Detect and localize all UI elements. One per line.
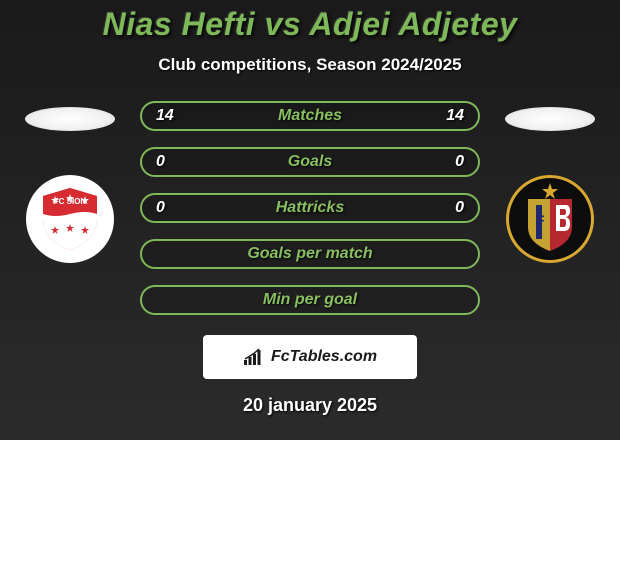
stats-column: 14 Matches 14 0 Goals 0 0 Hattricks 0 Go… (140, 101, 480, 315)
stat-right-value: 14 (436, 107, 464, 125)
stat-left-value: 0 (156, 199, 184, 217)
club-badge-sion: FC SION (26, 175, 114, 263)
svg-text:F: F (536, 212, 545, 228)
right-column: F (500, 101, 600, 263)
stat-label: Goals per match (184, 245, 436, 263)
stat-label: Goals (184, 153, 436, 171)
player-marker-right (505, 107, 595, 131)
comparison-card: Nias Hefti vs Adjei Adjetey Club competi… (0, 0, 620, 440)
date-label: 20 january 2025 (243, 395, 377, 416)
club-badge-basel: F (506, 175, 594, 263)
stat-row-hattricks: 0 Hattricks 0 (140, 193, 480, 223)
player-marker-left (25, 107, 115, 131)
stat-row-goals-per-match: Goals per match (140, 239, 480, 269)
stat-label: Min per goal (184, 291, 436, 309)
content-row: FC SION 14 Matches 1 (0, 101, 620, 315)
stat-row-min-per-goal: Min per goal (140, 285, 480, 315)
left-column: FC SION (20, 101, 120, 263)
stat-row-matches: 14 Matches 14 (140, 101, 480, 131)
sion-shield-icon: FC SION (35, 184, 105, 254)
subtitle: Club competitions, Season 2024/2025 (158, 55, 461, 75)
page-title: Nias Hefti vs Adjei Adjetey (103, 6, 518, 43)
brand-box[interactable]: FcTables.com (203, 335, 417, 379)
stat-row-goals: 0 Goals 0 (140, 147, 480, 177)
stat-left-value: 14 (156, 107, 184, 125)
brand-label: FcTables.com (271, 348, 377, 366)
stat-label: Matches (184, 107, 436, 125)
bar-chart-icon (243, 348, 265, 366)
stat-right-value: 0 (436, 199, 464, 217)
stat-label: Hattricks (184, 199, 436, 217)
basel-shield-icon: F (512, 181, 588, 257)
stat-right-value: 0 (436, 153, 464, 171)
stat-left-value: 0 (156, 153, 184, 171)
